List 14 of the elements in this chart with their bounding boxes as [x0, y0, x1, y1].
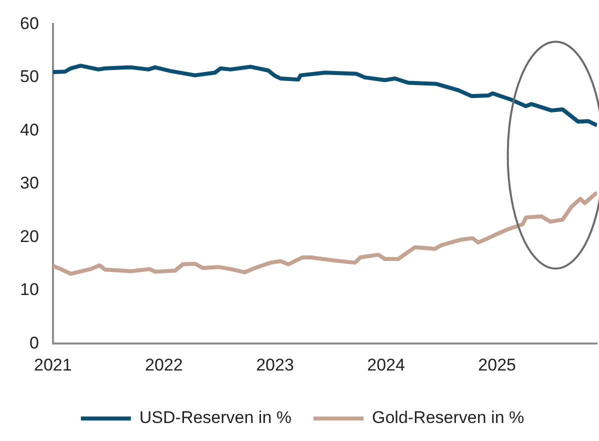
y-tick-label: 60 [20, 14, 39, 33]
y-tick-label: 40 [20, 120, 39, 140]
y-tick-label: 50 [20, 67, 39, 86]
y-tick-label: 0 [29, 333, 39, 352]
legend-label: USD-Reserven in % [139, 408, 292, 428]
y-tick-label: 10 [20, 280, 39, 300]
x-tick-label: 2023 [256, 355, 294, 374]
y-tick-label: 20 [20, 226, 39, 246]
x-tick-label: 2021 [34, 355, 72, 374]
x-tick-label: 2025 [478, 355, 516, 374]
y-tick-label: 30 [20, 174, 39, 193]
x-tick-label: 2022 [145, 355, 183, 374]
legend-label: Gold-Reserven in % [372, 408, 524, 428]
x-tick-label: 2024 [367, 355, 405, 374]
